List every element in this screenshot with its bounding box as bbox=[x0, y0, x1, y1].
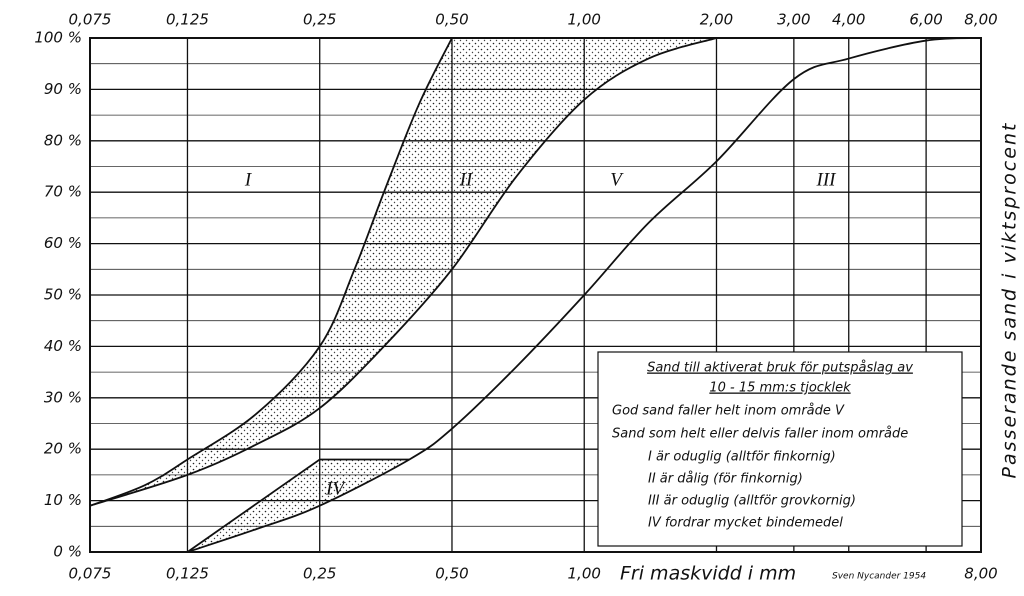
legend-item: I är oduglig (alltför finkornig) bbox=[648, 450, 836, 465]
y-tick-label: 80 % bbox=[44, 131, 82, 149]
curve bbox=[89, 37, 453, 507]
top-x-tick-label: 0,125 bbox=[166, 11, 209, 29]
top-x-tick-label: 2,00 bbox=[700, 11, 733, 29]
y-tick-label: 70 % bbox=[44, 183, 82, 201]
x-tick-label: 0,25 bbox=[303, 565, 336, 583]
region-fill bbox=[187, 459, 410, 552]
top-x-tick-label: 0,075 bbox=[69, 11, 112, 29]
region-label: III bbox=[816, 169, 838, 190]
region-label: I bbox=[244, 169, 253, 190]
legend-box bbox=[597, 351, 963, 547]
curve bbox=[89, 37, 717, 507]
y-tick-label: 20 % bbox=[44, 440, 82, 458]
x-axis-title: Fri maskvidd i mm bbox=[620, 563, 796, 585]
y-tick-label: 100 % bbox=[34, 29, 82, 47]
top-x-tick-label: 0,25 bbox=[303, 11, 336, 29]
legend-title: Sand till aktiverat bruk för putspåslag … bbox=[647, 361, 913, 376]
region-fill bbox=[90, 38, 717, 506]
y-tick-label: 10 % bbox=[44, 491, 82, 509]
x-tick-label: 0,50 bbox=[435, 565, 468, 583]
curve bbox=[187, 37, 982, 553]
y-tick-label: 40 % bbox=[44, 337, 82, 355]
curve bbox=[186, 458, 410, 553]
top-x-tick-label: 1,00 bbox=[568, 11, 601, 29]
top-x-tick-label: 8,00 bbox=[964, 11, 997, 29]
top-x-tick-label: 4,00 bbox=[832, 11, 865, 29]
legend-item: II är dålig (för finkornig) bbox=[648, 472, 803, 487]
plot-frame bbox=[89, 37, 982, 553]
region-label: II bbox=[459, 169, 474, 190]
legend-item: III är oduglig (alltför grovkornig) bbox=[648, 494, 856, 509]
region-label: IV bbox=[325, 478, 346, 499]
y-tick-label: 50 % bbox=[44, 286, 82, 304]
y-tick-label: 30 % bbox=[44, 388, 82, 406]
x-tick-label: 8,00 bbox=[964, 565, 997, 583]
y-axis-title: Passerande sand i viktsprocent bbox=[999, 122, 1021, 479]
y-tick-label: 60 % bbox=[44, 234, 82, 252]
region-label: V bbox=[610, 169, 624, 190]
signature: Sven Nycander 1954 bbox=[832, 572, 926, 582]
top-x-tick-label: 0,50 bbox=[435, 11, 468, 29]
top-x-tick-label: 6,00 bbox=[909, 11, 942, 29]
top-x-tick-label: 3,00 bbox=[777, 11, 810, 29]
legend-line: God sand faller helt inom område V bbox=[612, 404, 845, 419]
x-tick-label: 1,00 bbox=[568, 565, 601, 583]
legend-line: Sand som helt eller delvis faller inom o… bbox=[612, 427, 908, 442]
x-tick-label: 0,125 bbox=[166, 565, 209, 583]
y-tick-label: 90 % bbox=[44, 80, 82, 98]
x-tick-label: 0,075 bbox=[69, 565, 112, 583]
y-tick-label: 0 % bbox=[53, 543, 82, 561]
legend-title: 10 - 15 mm:s tjocklek bbox=[709, 381, 851, 396]
legend-item: IV fordrar mycket bindemedel bbox=[648, 516, 843, 531]
